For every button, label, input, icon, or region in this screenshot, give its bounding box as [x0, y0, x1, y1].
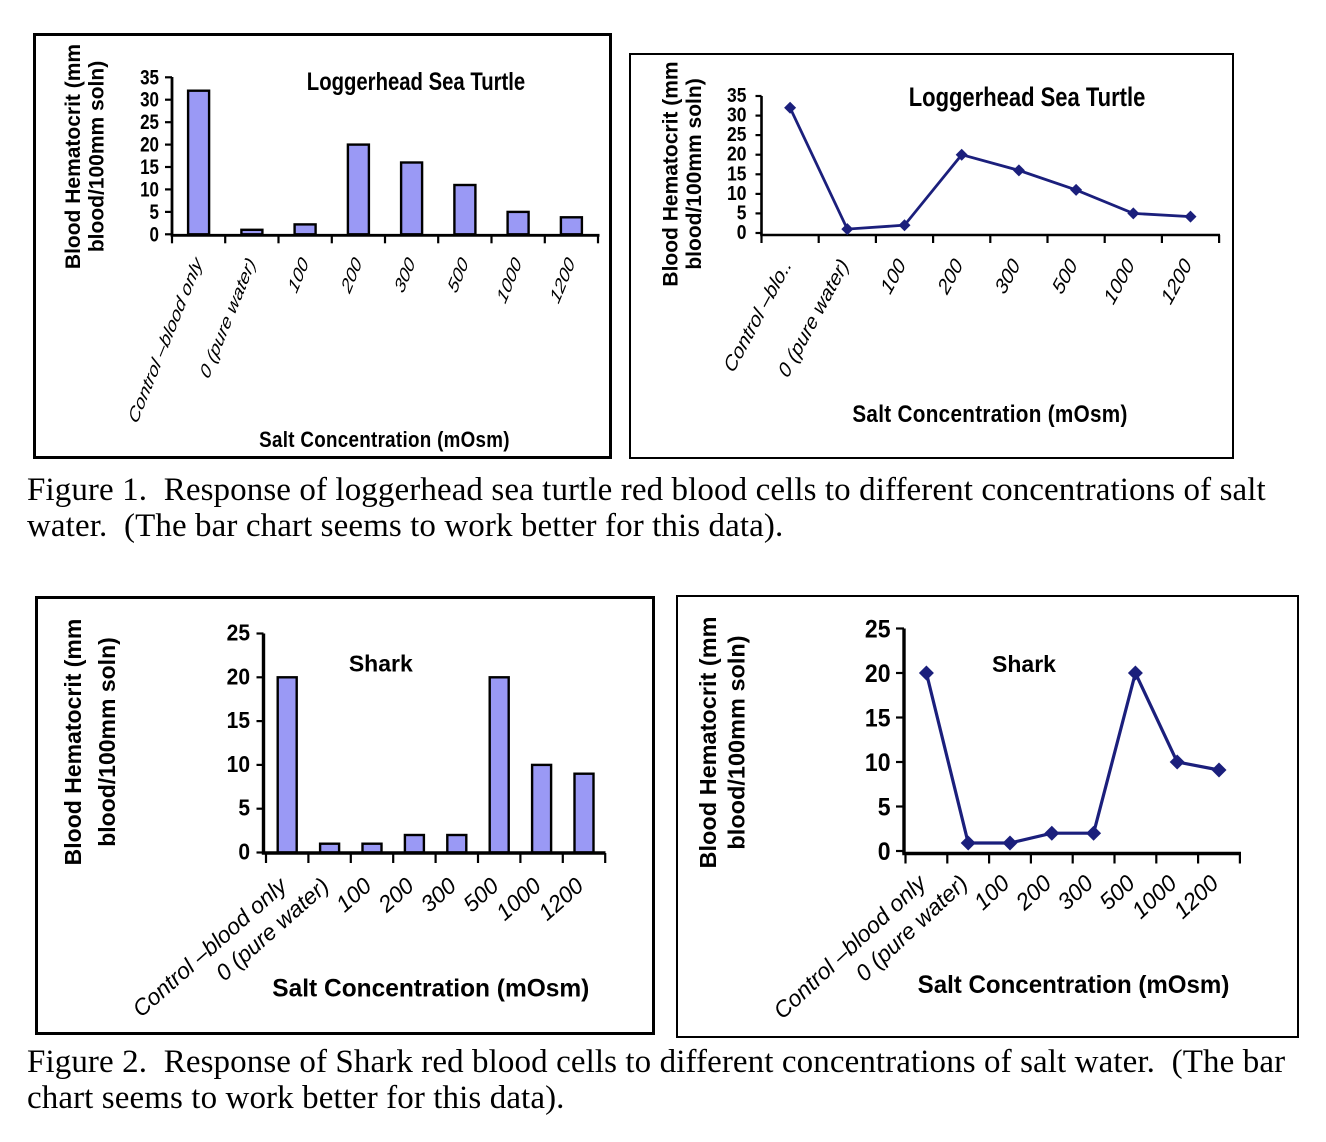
- svg-text:200: 200: [372, 872, 419, 918]
- svg-text:1000: 1000: [1100, 254, 1139, 308]
- svg-text:100: 100: [969, 869, 1015, 914]
- svg-text:Salt Concentration (mOsm): Salt Concentration (mOsm): [259, 427, 510, 452]
- svg-text:Loggerhead Sea Turtle: Loggerhead Sea Turtle: [307, 67, 525, 96]
- svg-text:20: 20: [140, 134, 159, 157]
- svg-text:200: 200: [934, 254, 968, 299]
- svg-text:25: 25: [727, 123, 746, 145]
- svg-text:0 (pure water): 0 (pure water): [196, 253, 258, 382]
- svg-text:25: 25: [227, 619, 250, 645]
- svg-text:Salt Concentration (mOsm): Salt Concentration (mOsm): [272, 974, 589, 1002]
- svg-text:500: 500: [1049, 254, 1083, 298]
- svg-text:20: 20: [865, 660, 891, 688]
- svg-text:blood/100mm soln): blood/100mm soln): [86, 61, 109, 252]
- svg-text:100: 100: [331, 872, 377, 917]
- svg-text:35: 35: [727, 84, 746, 106]
- svg-text:10: 10: [140, 179, 159, 202]
- svg-text:500: 500: [444, 253, 472, 297]
- svg-text:1200: 1200: [1158, 254, 1197, 308]
- svg-text:Blood Hematocrit (mm: Blood Hematocrit (mm: [60, 619, 86, 866]
- svg-text:5: 5: [737, 201, 747, 223]
- svg-text:0: 0: [737, 221, 747, 243]
- svg-text:300: 300: [1052, 869, 1098, 914]
- svg-text:5: 5: [878, 794, 891, 822]
- svg-text:1000: 1000: [493, 253, 525, 308]
- svg-text:15: 15: [227, 707, 250, 733]
- svg-text:300: 300: [415, 872, 461, 917]
- svg-text:0: 0: [878, 838, 891, 866]
- svg-text:blood/100mm soln): blood/100mm soln): [94, 637, 120, 847]
- svg-text:20: 20: [227, 663, 250, 689]
- svg-text:30: 30: [727, 103, 746, 125]
- svg-text:20: 20: [727, 143, 746, 165]
- svg-text:Salt Concentration (mOsm): Salt Concentration (mOsm): [918, 971, 1230, 999]
- svg-text:Blood Hematocrit (mm: Blood Hematocrit (mm: [62, 44, 85, 269]
- svg-text:10: 10: [865, 749, 891, 777]
- svg-text:10: 10: [227, 751, 250, 777]
- svg-text:25: 25: [140, 112, 159, 135]
- svg-text:15: 15: [140, 156, 159, 179]
- svg-text:15: 15: [865, 705, 891, 733]
- svg-text:5: 5: [238, 795, 250, 821]
- svg-text:100: 100: [877, 254, 911, 298]
- svg-text:Shark: Shark: [992, 651, 1056, 677]
- svg-text:300: 300: [991, 254, 1025, 298]
- svg-text:Shark: Shark: [349, 651, 413, 677]
- svg-text:0: 0: [238, 838, 250, 864]
- svg-text:10: 10: [727, 182, 746, 204]
- svg-text:200: 200: [1010, 869, 1057, 915]
- svg-text:200: 200: [337, 253, 365, 298]
- svg-text:Blood Hematocrit (mm: Blood Hematocrit (mm: [695, 617, 721, 869]
- svg-text:0: 0: [150, 224, 159, 247]
- svg-text:15: 15: [727, 162, 746, 184]
- svg-text:Salt Concentration (mOsm): Salt Concentration (mOsm): [852, 401, 1127, 428]
- svg-text:blood/100mm soln): blood/100mm soln): [724, 635, 750, 849]
- svg-text:5: 5: [150, 201, 160, 224]
- svg-text:1000: 1000: [491, 872, 546, 925]
- svg-text:Blood Hematocrit (mm: Blood Hematocrit (mm: [660, 61, 683, 286]
- svg-text:30: 30: [140, 89, 159, 112]
- svg-text:35: 35: [140, 67, 159, 90]
- svg-text:Loggerhead Sea Turtle: Loggerhead Sea Turtle: [909, 83, 1146, 112]
- svg-text:1200: 1200: [533, 872, 588, 925]
- svg-text:1000: 1000: [1126, 870, 1181, 924]
- svg-text:300: 300: [391, 253, 419, 297]
- svg-text:blood/100mm soln): blood/100mm soln): [683, 78, 706, 269]
- svg-text:100: 100: [284, 253, 312, 297]
- svg-text:Control –blood only: Control –blood only: [125, 252, 206, 428]
- svg-text:1200: 1200: [1168, 870, 1223, 924]
- svg-text:1200: 1200: [546, 253, 578, 308]
- svg-text:25: 25: [865, 616, 891, 644]
